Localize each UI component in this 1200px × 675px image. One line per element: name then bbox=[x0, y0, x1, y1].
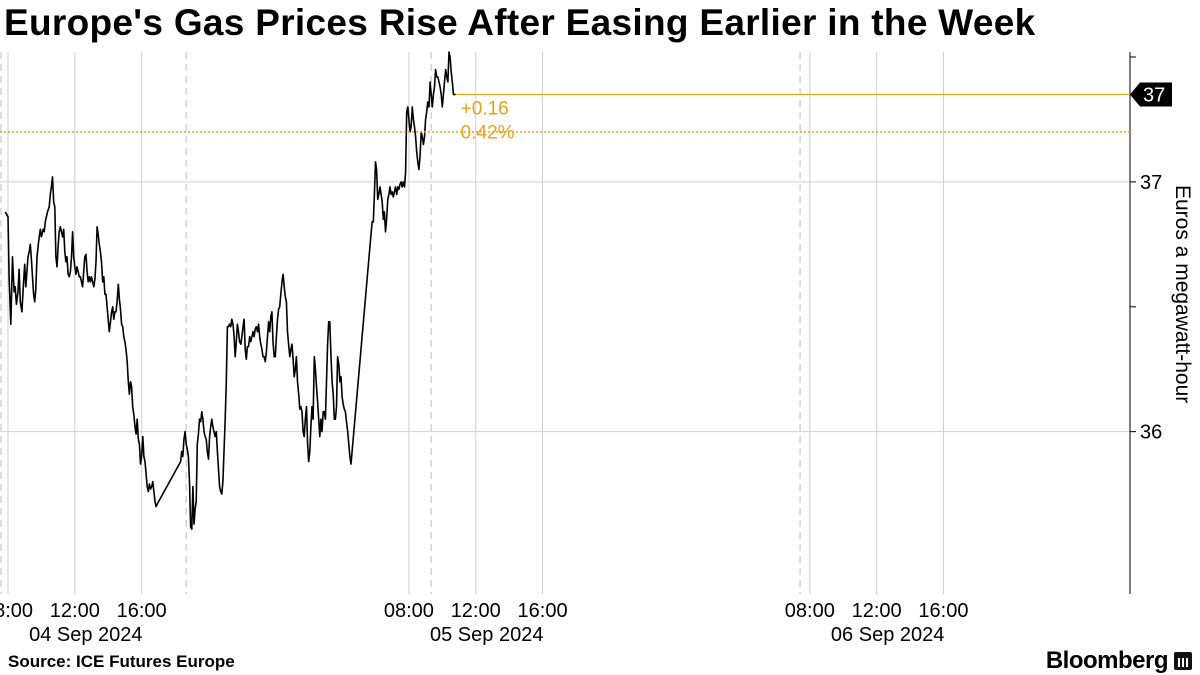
series-layer bbox=[4, 51, 456, 530]
x-day-label: 04 Sep 2024 bbox=[29, 624, 142, 646]
grid-layer bbox=[0, 52, 1130, 594]
x-day-label: 06 Sep 2024 bbox=[831, 624, 944, 646]
x-tick-label: 12:00 bbox=[451, 600, 501, 622]
marker-layer: 37 +0.16 0.42% bbox=[0, 82, 1172, 143]
last-value-badge bbox=[1130, 82, 1172, 107]
y-tick-label: 36 bbox=[1140, 422, 1162, 444]
price-line bbox=[4, 51, 456, 530]
y-axis-label: Euros a megawatt-hour bbox=[1171, 185, 1194, 403]
x-tick-label: 08:00 bbox=[785, 600, 835, 622]
x-tick-label: 16:00 bbox=[117, 600, 167, 622]
last-value-label: 37 bbox=[1143, 84, 1165, 106]
y-axis: 36 37 bbox=[1129, 52, 1162, 594]
x-axis: 08:00 12:00 16:00 08:00 12:00 16:00 08:00 12:00… bbox=[0, 600, 968, 646]
x-tick-label: 16:00 bbox=[918, 600, 968, 622]
bloomberg-logo: Bloomberg bbox=[1045, 647, 1169, 674]
x-tick-label: 12:00 bbox=[852, 600, 902, 622]
x-tick-label: 08:00 bbox=[384, 600, 434, 622]
change-value: +0.16 bbox=[461, 98, 509, 119]
bloomberg-chart-icon bbox=[1174, 652, 1192, 670]
source-note: Source: ICE Futures Europe bbox=[8, 652, 235, 671]
y-tick-label: 37 bbox=[1140, 172, 1162, 194]
x-tick-label: 08:00 bbox=[0, 600, 33, 622]
x-tick-label: 12:00 bbox=[50, 600, 100, 622]
x-day-label: 05 Sep 2024 bbox=[430, 624, 543, 646]
x-tick-label: 16:00 bbox=[518, 600, 568, 622]
chart-title: Europe's Gas Prices Rise After Easing Ea… bbox=[4, 2, 1036, 43]
change-percent: 0.42% bbox=[461, 122, 515, 143]
